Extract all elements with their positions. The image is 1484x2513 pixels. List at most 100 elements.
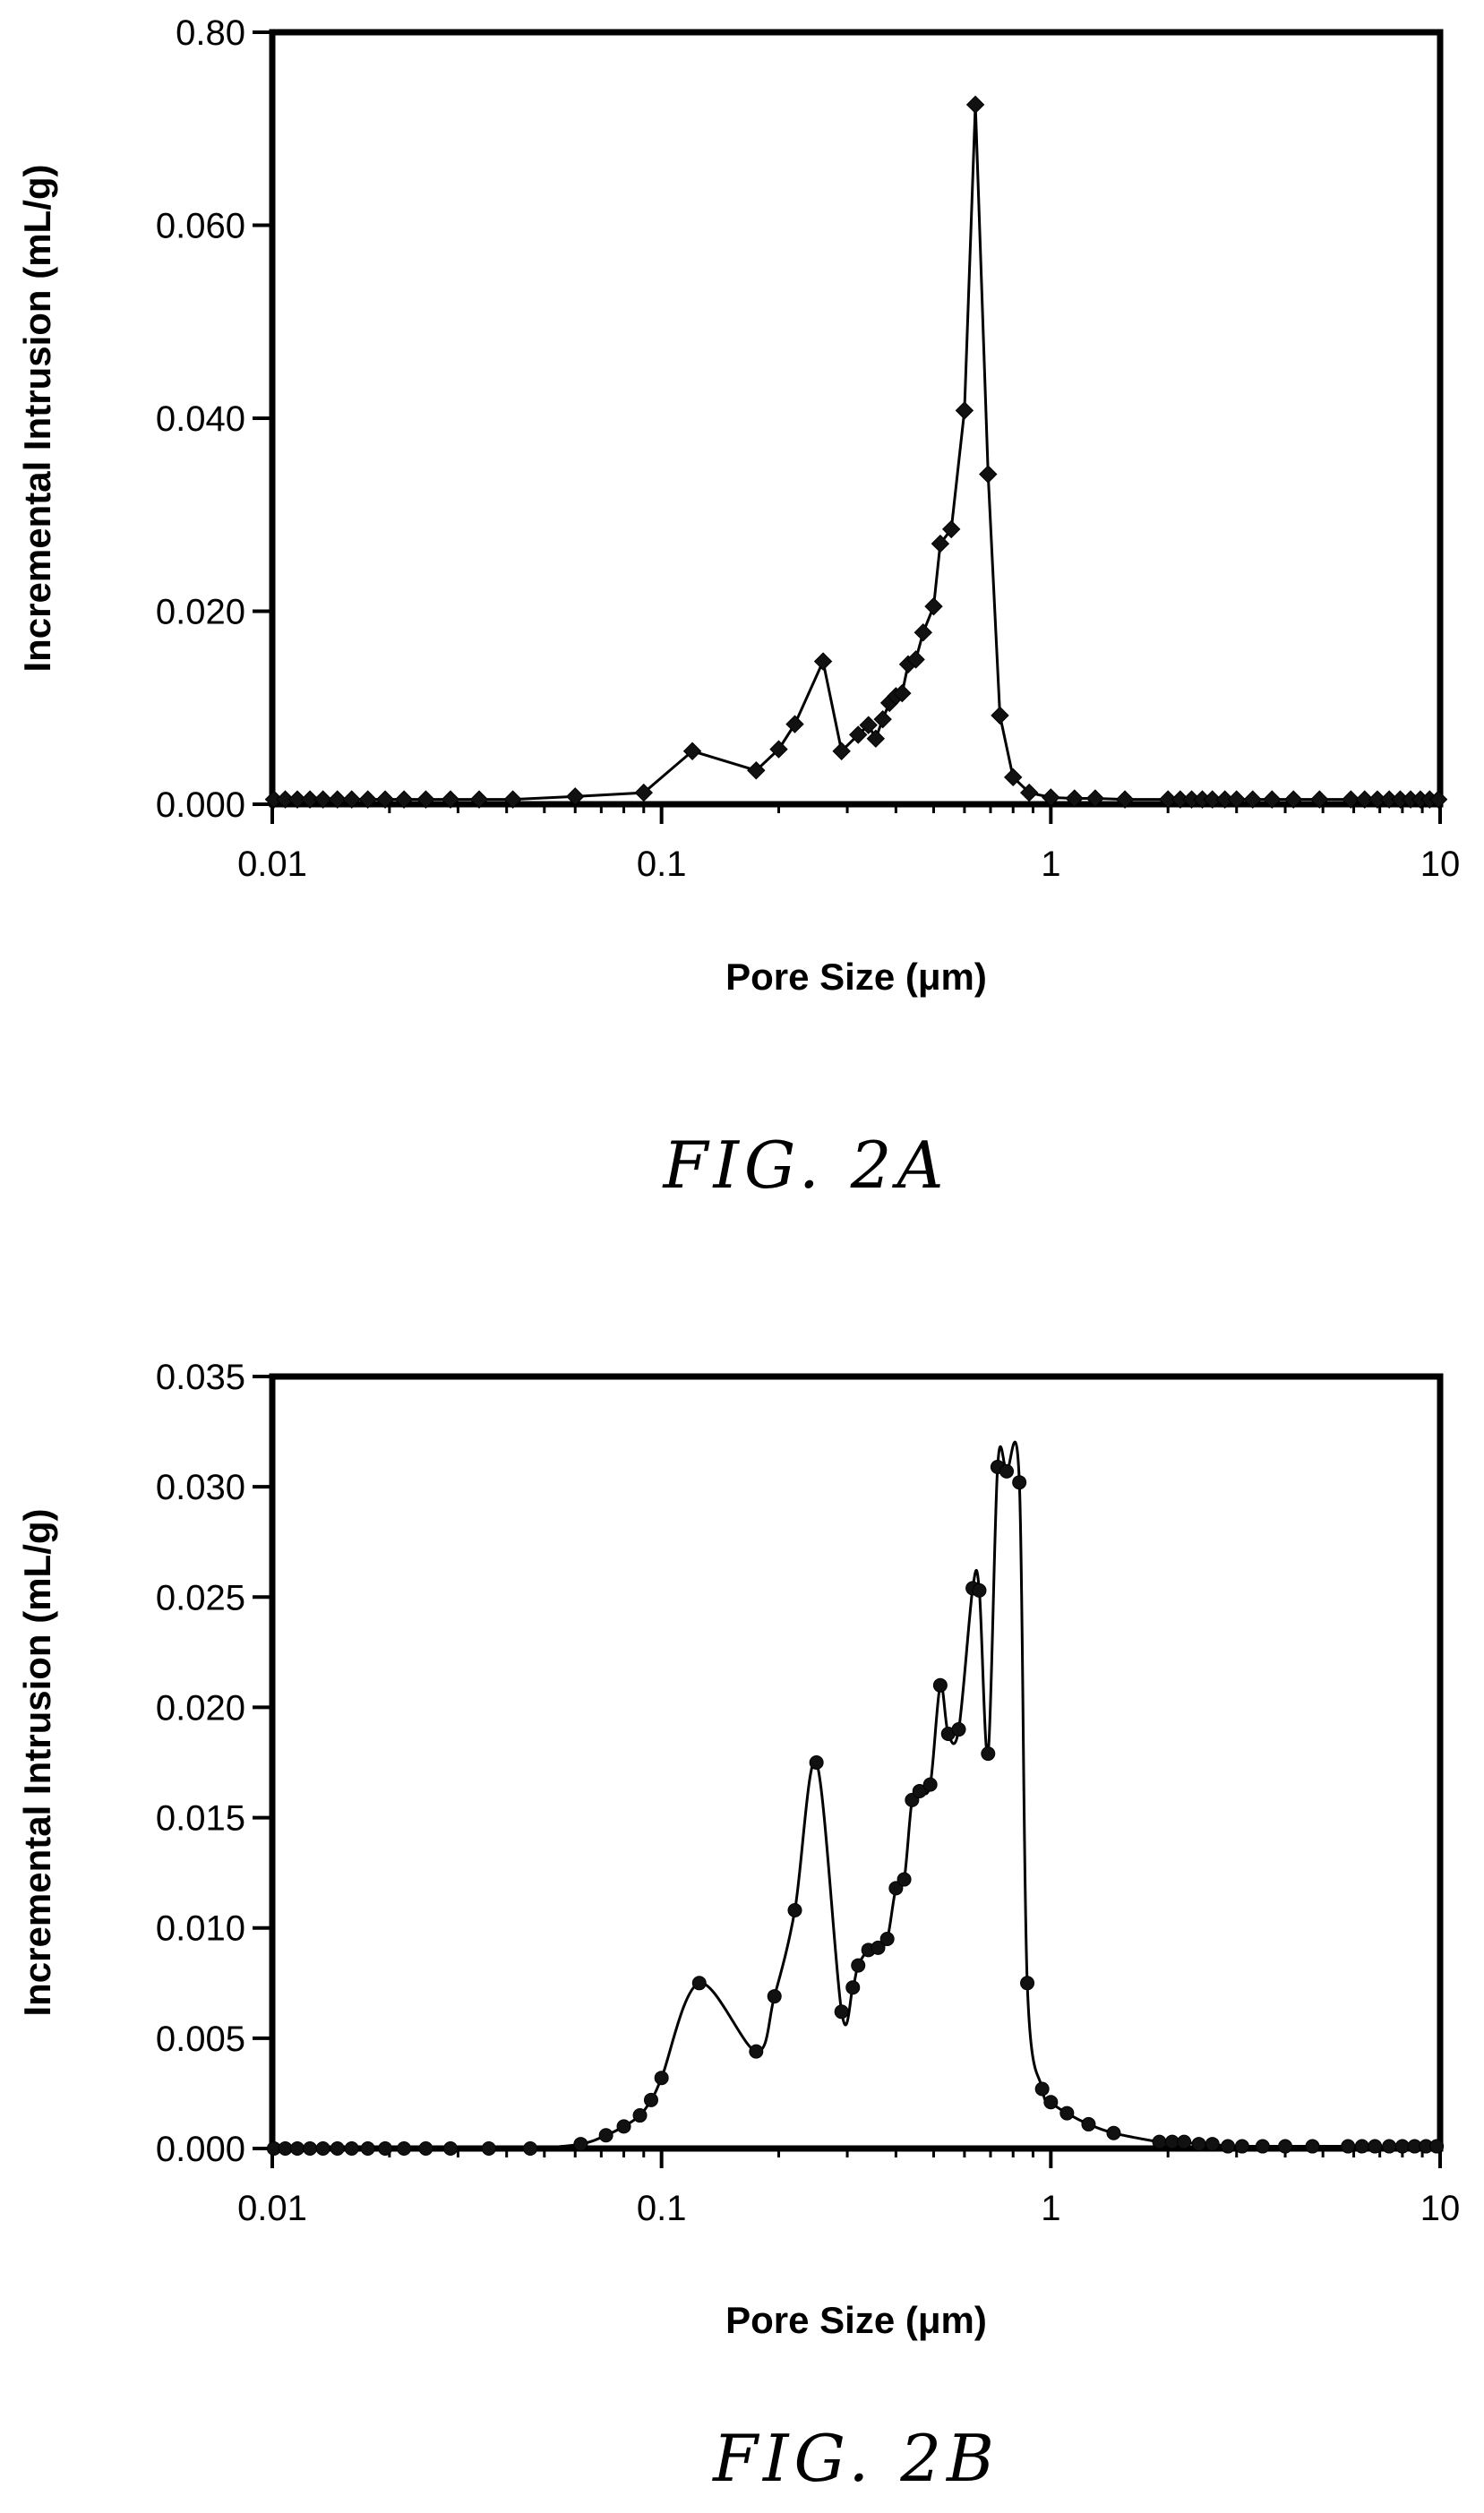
data-point bbox=[598, 2128, 613, 2143]
x-tick-label: 0.1 bbox=[637, 845, 687, 884]
y-axis-label: Incremental Intrusion (mL/g) bbox=[16, 1508, 58, 2016]
data-point bbox=[1428, 790, 1448, 809]
data-point bbox=[1203, 790, 1222, 809]
x-tick-label: 0.01 bbox=[237, 845, 307, 884]
data-point bbox=[1081, 2116, 1096, 2131]
data-point bbox=[342, 790, 361, 809]
data-point bbox=[832, 742, 851, 760]
x-tick-label: 10 bbox=[1420, 845, 1461, 884]
data-point bbox=[1429, 2139, 1445, 2154]
data-point bbox=[1382, 2139, 1397, 2154]
data-point bbox=[871, 1940, 886, 1955]
data-point bbox=[330, 2141, 345, 2156]
x-tick-label: 0.01 bbox=[237, 2189, 307, 2228]
data-point bbox=[981, 1746, 996, 1762]
data-point bbox=[344, 2141, 359, 2156]
data-point bbox=[481, 2141, 496, 2156]
x-tick-label: 10 bbox=[1420, 2189, 1461, 2228]
data-point bbox=[278, 2141, 293, 2156]
data-point bbox=[931, 534, 950, 553]
data-point bbox=[1034, 2081, 1050, 2097]
y-tick-label: 0.030 bbox=[156, 1468, 245, 1507]
data-point bbox=[955, 401, 974, 420]
x-axis-label: Pore Size (μm) bbox=[725, 956, 987, 998]
y-tick-label: 0.020 bbox=[156, 1688, 245, 1728]
data-point bbox=[682, 742, 702, 760]
y-axis-ticks: 0.000 0.020 0.040 0.060 0.80 bbox=[156, 13, 272, 825]
data-point bbox=[941, 519, 961, 539]
data-point bbox=[1205, 2137, 1220, 2152]
data-point bbox=[394, 790, 414, 809]
data-point bbox=[1341, 2139, 1356, 2154]
data-point bbox=[418, 2141, 433, 2156]
data-point bbox=[375, 790, 395, 809]
data-point bbox=[443, 2141, 459, 2156]
y-axis-label: Incremental Intrusion (mL/g) bbox=[16, 164, 58, 672]
data-point bbox=[303, 2141, 318, 2156]
data-point bbox=[1305, 2139, 1320, 2154]
y-tick-label: 0.020 bbox=[156, 593, 245, 632]
y-tick-label: 0.025 bbox=[156, 1578, 245, 1617]
y-tick-label: 0.005 bbox=[156, 2020, 245, 2059]
y-tick-label: 0.040 bbox=[156, 399, 245, 439]
y-tick-label: 0.060 bbox=[156, 207, 245, 246]
plot-frame bbox=[269, 29, 1444, 808]
y-tick-label: 0.80 bbox=[176, 13, 245, 53]
data-point bbox=[785, 715, 804, 733]
data-point bbox=[441, 790, 460, 809]
data-point bbox=[924, 596, 943, 616]
data-point bbox=[912, 1784, 927, 1799]
data-point bbox=[866, 729, 886, 748]
y-tick-label: 0.000 bbox=[156, 2130, 245, 2169]
data-point bbox=[749, 2044, 764, 2059]
data-point bbox=[358, 790, 377, 809]
data-point bbox=[287, 790, 307, 809]
data-point bbox=[616, 2119, 631, 2134]
data-point bbox=[503, 790, 522, 809]
data-point bbox=[965, 95, 985, 115]
data-point bbox=[566, 787, 585, 806]
data-point bbox=[809, 1755, 824, 1770]
x-axis-ticks: 0.01 0.1 1 10 bbox=[237, 804, 1460, 884]
data-point bbox=[643, 2092, 658, 2107]
data-point bbox=[328, 790, 347, 809]
data-point bbox=[991, 706, 1009, 725]
data-point bbox=[1085, 789, 1105, 808]
data-series bbox=[264, 95, 1448, 809]
data-point bbox=[888, 1881, 904, 1896]
plot-frame bbox=[269, 1373, 1444, 2152]
data-point bbox=[1394, 2139, 1410, 2154]
data-point bbox=[573, 2137, 588, 2152]
y-tick-label: 0.000 bbox=[156, 785, 245, 825]
data-point bbox=[1368, 2139, 1383, 2154]
data-point bbox=[1227, 790, 1246, 809]
x-tick-label: 1 bbox=[1041, 2189, 1060, 2228]
y-tick-label: 0.010 bbox=[156, 1909, 245, 1949]
data-point bbox=[1191, 2137, 1206, 2152]
x-tick-label: 0.1 bbox=[637, 2189, 687, 2228]
data-point bbox=[1004, 768, 1023, 787]
data-point bbox=[859, 716, 878, 734]
data-point bbox=[767, 1989, 782, 2004]
y-tick-label: 0.015 bbox=[156, 1799, 245, 1839]
data-point bbox=[1243, 790, 1262, 809]
data-point bbox=[1310, 790, 1329, 809]
data-point bbox=[469, 790, 489, 809]
data-point bbox=[787, 1903, 802, 1918]
y-axis-ticks: 0.000 0.005 0.010 0.015 0.020 0.025 0.030 0.035 bbox=[156, 1358, 272, 2169]
data-point bbox=[1019, 783, 1039, 802]
data-point bbox=[834, 2004, 849, 2020]
data-point bbox=[1158, 790, 1178, 809]
data-point bbox=[1177, 2134, 1192, 2149]
data-point bbox=[849, 725, 868, 744]
y-tick-label: 0.035 bbox=[156, 1358, 245, 1397]
data-point bbox=[1043, 2095, 1059, 2110]
figure-caption: FIG. 2B bbox=[711, 2421, 999, 2496]
data-point bbox=[851, 1958, 866, 1973]
data-point bbox=[654, 2071, 669, 2086]
data-point bbox=[1354, 2139, 1369, 2154]
data-point bbox=[972, 1582, 987, 1598]
data-point bbox=[632, 2108, 648, 2123]
data-point bbox=[1255, 2139, 1270, 2154]
